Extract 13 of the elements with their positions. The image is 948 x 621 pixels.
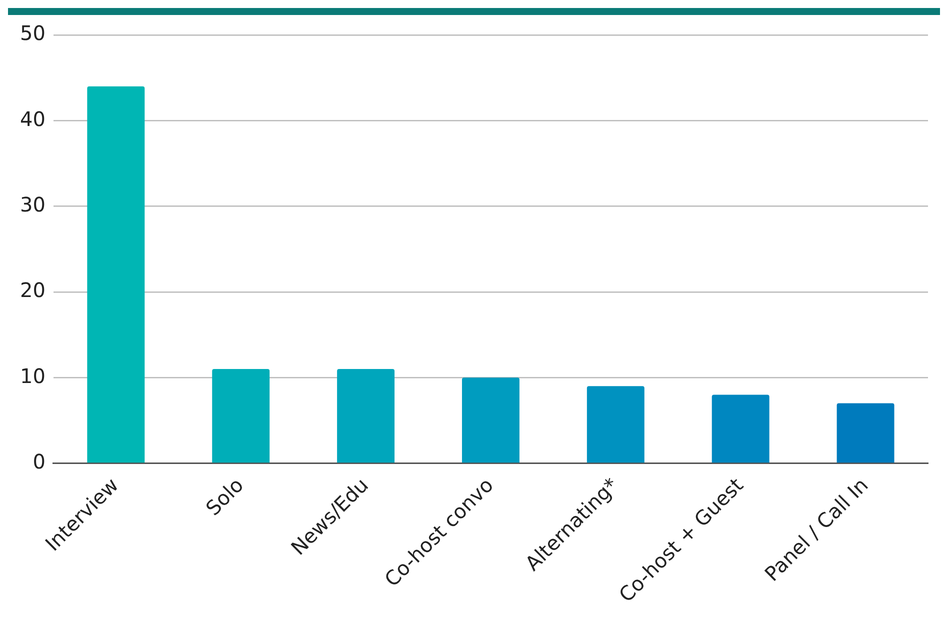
bar — [87, 86, 145, 463]
bar — [586, 386, 644, 463]
bar — [712, 394, 770, 463]
bar — [462, 378, 520, 463]
y-tick-label: 30 — [20, 192, 46, 216]
y-tick-label: 50 — [20, 21, 46, 46]
y-tick-label: 10 — [20, 364, 46, 388]
bar — [212, 369, 270, 463]
y-tick-label: 0 — [32, 449, 46, 474]
bar — [337, 369, 395, 463]
y-tick-label: 40 — [20, 106, 46, 131]
y-tick-label: 20 — [20, 278, 46, 302]
bar — [836, 403, 894, 463]
